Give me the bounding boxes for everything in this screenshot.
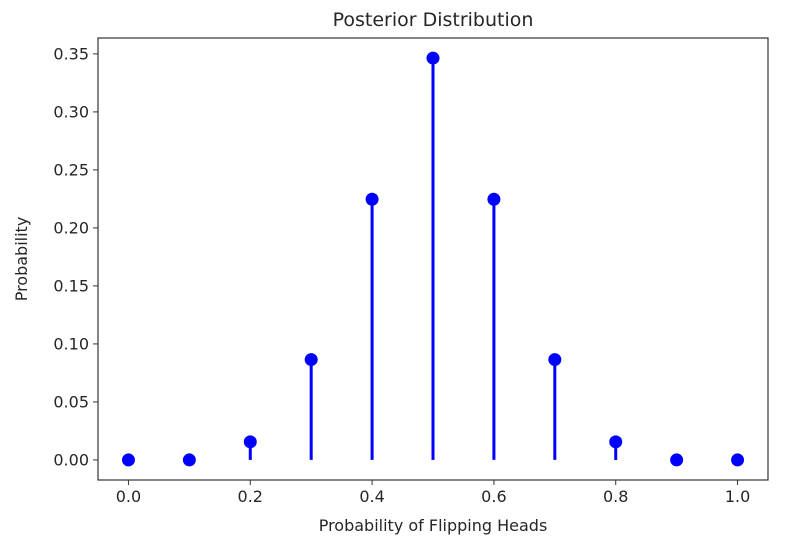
stem-marker bbox=[548, 353, 562, 367]
y-tick-label: 0.25 bbox=[53, 160, 89, 179]
y-tick-label: 0.20 bbox=[53, 218, 89, 237]
y-tick-label: 0.00 bbox=[53, 450, 89, 469]
stem-marker bbox=[121, 453, 135, 467]
y-tick-label: 0.05 bbox=[53, 392, 89, 411]
stem-marker bbox=[670, 453, 684, 467]
stem-marker bbox=[609, 435, 623, 449]
x-tick-label: 0.8 bbox=[603, 487, 628, 506]
x-tick-label: 0.6 bbox=[481, 487, 506, 506]
y-tick-label: 0.15 bbox=[53, 276, 89, 295]
stem-lines bbox=[248, 58, 618, 460]
stem-markers bbox=[121, 51, 745, 467]
stem-marker bbox=[487, 192, 501, 206]
stem-marker bbox=[731, 453, 745, 467]
stem-marker bbox=[182, 453, 196, 467]
y-axis-label: Probability bbox=[12, 217, 31, 302]
y-axis-ticks: 0.00 0.05 0.10 0.15 0.20 0.25 0.30 0.35 bbox=[53, 44, 98, 469]
plot-area-frame bbox=[97, 37, 769, 481]
y-tick-label: 0.10 bbox=[53, 334, 89, 353]
stem-marker bbox=[243, 435, 257, 449]
stem-marker bbox=[365, 192, 379, 206]
x-axis-label: Probability of Flipping Heads bbox=[319, 516, 548, 535]
x-tick-label: 0.4 bbox=[359, 487, 384, 506]
stem-marker bbox=[426, 51, 440, 65]
stem-marker bbox=[304, 353, 318, 367]
x-axis-ticks: 0.0 0.2 0.4 0.6 0.8 1.0 bbox=[116, 480, 750, 506]
y-tick-label: 0.35 bbox=[53, 44, 89, 63]
chart-title: Posterior Distribution bbox=[333, 9, 534, 31]
y-tick-label: 0.30 bbox=[53, 102, 89, 121]
x-tick-label: 1.0 bbox=[725, 487, 750, 506]
x-tick-label: 0.2 bbox=[238, 487, 263, 506]
x-tick-label: 0.0 bbox=[116, 487, 141, 506]
